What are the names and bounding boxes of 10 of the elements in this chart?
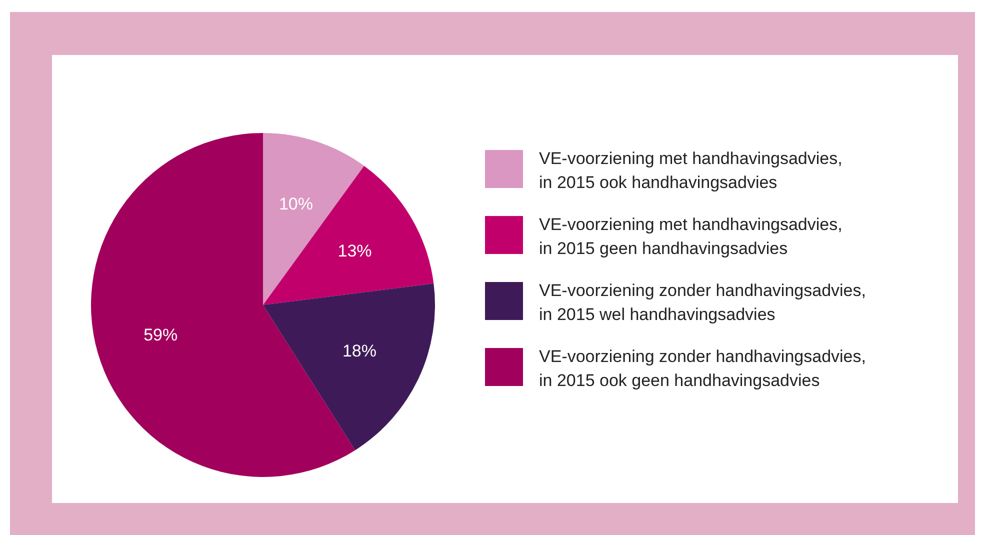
legend-label: VE-voorziening zonder handhavingsadvies, in 2015 ook geen handhavingsadvies: [539, 347, 866, 390]
data-label: 59%: [144, 326, 178, 345]
data-label: 13%: [338, 242, 372, 261]
pie-slice: [263, 283, 435, 450]
legend-label: VE-voorziening zonder handhavingsadvies, in 2015 wel handhavingsadvies: [539, 281, 866, 324]
legend-label: VE-voorziening met handhavingsadvies, in 2015 geen handhavingsadvies: [539, 215, 842, 258]
pie-slice: [263, 166, 434, 305]
data-label: 10%: [278, 194, 313, 214]
legend-label: VE-voorziening met handhavingsadvies, in 2015 ook handhavingsadvies: [539, 149, 842, 192]
data-label: 18%: [342, 341, 377, 360]
